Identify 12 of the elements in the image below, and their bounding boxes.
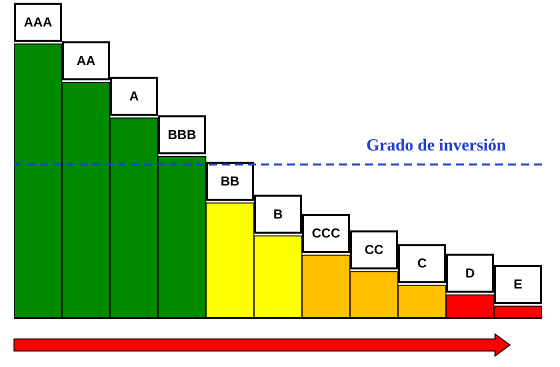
x-tick-label: BBB	[168, 126, 196, 142]
x-tick-label: CC	[364, 242, 384, 257]
ref-line-label: Grado de inversión	[366, 135, 507, 154]
x-tick-label: A	[129, 88, 140, 104]
x-tick-label: E	[514, 276, 523, 292]
x-tick-label: AAA	[24, 14, 53, 30]
x-tick-label: B	[273, 206, 283, 222]
x-tick-label: BB	[220, 173, 240, 188]
x-tick-label: CCC	[312, 226, 341, 241]
x-tick-label: D	[465, 265, 475, 280]
x-tick-label: AA	[76, 52, 96, 68]
x-tick-label: C	[417, 256, 428, 271]
